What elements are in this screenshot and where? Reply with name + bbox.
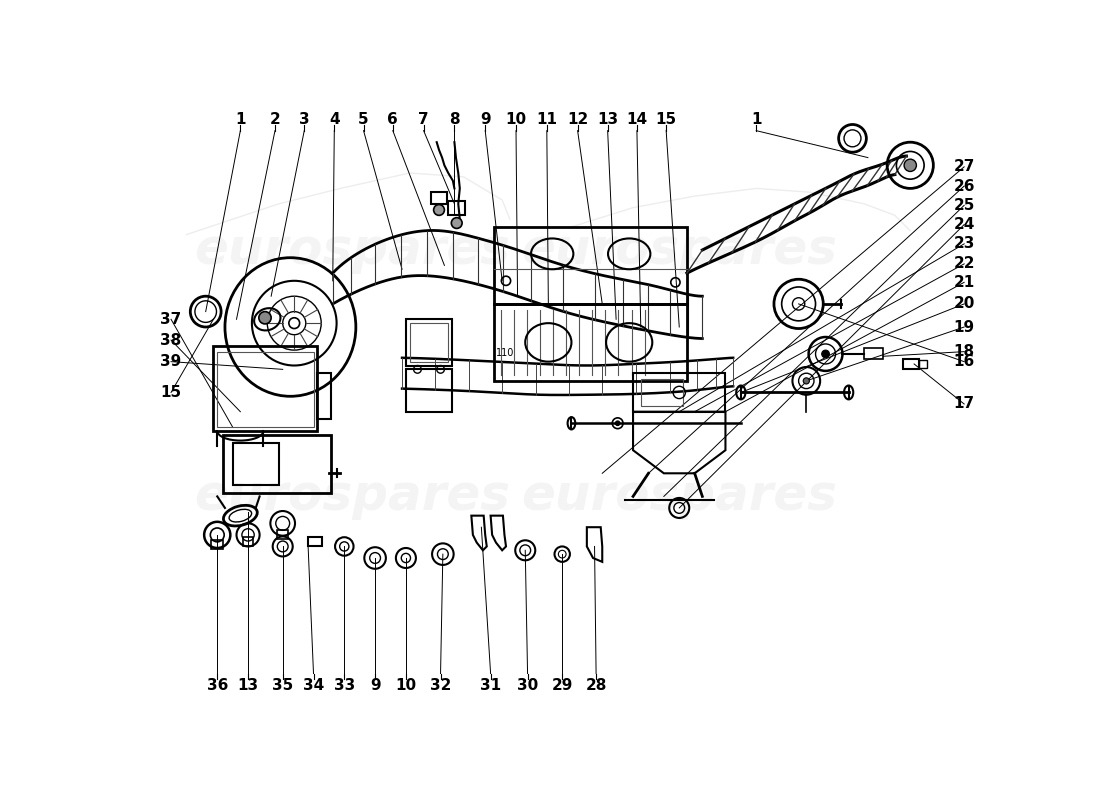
Bar bbox=[495, 304, 686, 381]
Bar bbox=[406, 319, 452, 366]
Bar bbox=[308, 538, 322, 546]
Text: 18: 18 bbox=[954, 344, 975, 359]
Bar bbox=[277, 530, 288, 538]
Text: 31: 31 bbox=[480, 678, 502, 693]
Circle shape bbox=[433, 205, 444, 215]
Bar bbox=[223, 435, 331, 493]
Bar bbox=[406, 370, 452, 412]
Bar bbox=[634, 373, 726, 412]
Text: 20: 20 bbox=[954, 296, 975, 311]
Text: eurospares: eurospares bbox=[194, 226, 510, 274]
Bar bbox=[211, 539, 223, 549]
Text: 12: 12 bbox=[566, 111, 588, 126]
Circle shape bbox=[258, 311, 272, 324]
Text: 23: 23 bbox=[954, 236, 975, 251]
Text: eurospares: eurospares bbox=[194, 472, 510, 521]
Text: 16: 16 bbox=[954, 354, 975, 369]
Text: 29: 29 bbox=[551, 678, 573, 693]
Text: 4: 4 bbox=[329, 111, 340, 126]
Bar bbox=[431, 192, 447, 204]
Text: 6: 6 bbox=[387, 111, 398, 126]
Text: 15: 15 bbox=[656, 111, 676, 126]
Text: 8: 8 bbox=[449, 111, 460, 126]
Text: 34: 34 bbox=[302, 678, 324, 693]
Text: eurospares: eurospares bbox=[521, 472, 837, 521]
Text: 1: 1 bbox=[235, 111, 245, 126]
Text: 32: 32 bbox=[430, 678, 451, 693]
Text: 36: 36 bbox=[207, 678, 228, 693]
Text: 26: 26 bbox=[954, 178, 975, 194]
Bar bbox=[920, 360, 927, 368]
Bar bbox=[902, 358, 920, 370]
Text: 13: 13 bbox=[238, 678, 258, 693]
Text: 37: 37 bbox=[161, 312, 182, 326]
Circle shape bbox=[803, 378, 810, 384]
Text: 28: 28 bbox=[585, 678, 607, 693]
Text: 11: 11 bbox=[537, 111, 558, 126]
Text: 7: 7 bbox=[418, 111, 429, 126]
Circle shape bbox=[822, 350, 829, 358]
Bar bbox=[318, 373, 331, 419]
Bar bbox=[218, 352, 314, 427]
Text: eurospares: eurospares bbox=[521, 226, 837, 274]
Circle shape bbox=[451, 218, 462, 229]
Text: 33: 33 bbox=[333, 678, 355, 693]
Text: 17: 17 bbox=[954, 397, 975, 411]
Text: 10: 10 bbox=[395, 678, 417, 693]
Text: 5: 5 bbox=[359, 111, 369, 126]
Text: 22: 22 bbox=[954, 256, 975, 271]
Bar bbox=[233, 442, 279, 485]
Text: 14: 14 bbox=[626, 111, 648, 126]
Circle shape bbox=[289, 318, 299, 329]
Bar bbox=[243, 538, 253, 546]
Text: 39: 39 bbox=[161, 354, 182, 369]
Text: 21: 21 bbox=[954, 275, 975, 290]
Text: 24: 24 bbox=[954, 217, 975, 232]
Text: 2: 2 bbox=[270, 111, 280, 126]
Bar bbox=[449, 202, 465, 215]
Text: 1: 1 bbox=[751, 111, 761, 126]
Circle shape bbox=[615, 421, 620, 426]
Text: 15: 15 bbox=[161, 385, 182, 400]
Text: 19: 19 bbox=[954, 319, 975, 334]
Bar bbox=[409, 323, 449, 362]
Text: 9: 9 bbox=[370, 678, 381, 693]
Text: 10: 10 bbox=[505, 111, 527, 126]
Text: 25: 25 bbox=[954, 198, 975, 213]
Bar bbox=[213, 346, 318, 431]
Text: 35: 35 bbox=[272, 678, 294, 693]
Text: 13: 13 bbox=[597, 111, 618, 126]
Text: 30: 30 bbox=[517, 678, 538, 693]
Bar bbox=[640, 378, 683, 406]
Bar bbox=[495, 227, 686, 304]
Circle shape bbox=[904, 159, 916, 171]
Bar bbox=[865, 348, 883, 359]
Text: 9: 9 bbox=[480, 111, 491, 126]
Text: 27: 27 bbox=[954, 159, 975, 174]
Text: 3: 3 bbox=[299, 111, 309, 126]
Text: 110: 110 bbox=[496, 348, 515, 358]
Text: 38: 38 bbox=[161, 333, 182, 347]
